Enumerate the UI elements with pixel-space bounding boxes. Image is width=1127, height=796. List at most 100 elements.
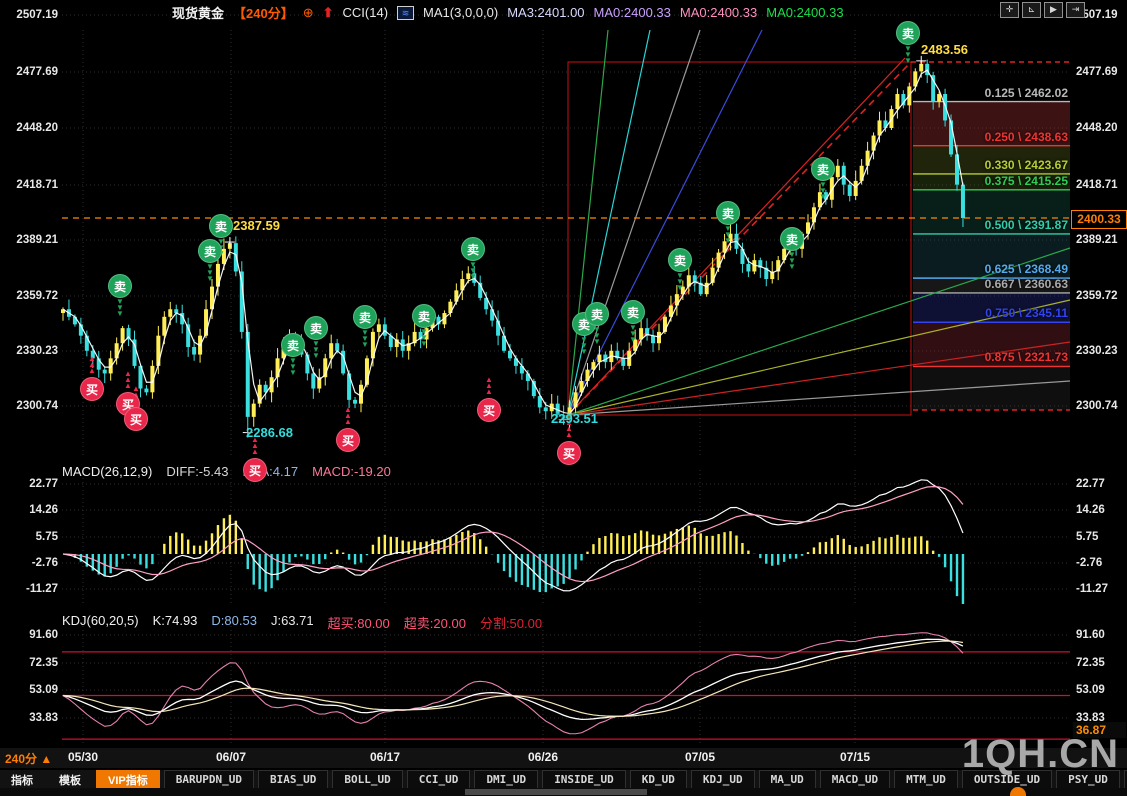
price-axis-label-left: 2389.21: [16, 234, 58, 246]
link-icon[interactable]: ⊕: [302, 4, 314, 20]
period-label[interactable]: 【240分】: [233, 6, 294, 21]
pan-crosshair-icon[interactable]: ✛: [1000, 2, 1019, 18]
macd-axis-label-left: 14.26: [29, 504, 58, 516]
buy-signal-badge: 买: [336, 428, 360, 452]
chart-header: 现货黄金 【240分】 ⊕ ⬆ CCI(14) ≋ MA1(3,0,0,0) M…: [172, 3, 844, 22]
tab-inside-ud[interactable]: INSIDE_UD: [542, 770, 626, 789]
ma3-value: MA3:2401.00: [507, 5, 585, 20]
kdj-overbought: 超买:80.00: [327, 616, 390, 631]
sell-arrows-icon: ▼▼▼: [819, 180, 827, 201]
price-axis-label-right: 2418.71: [1076, 179, 1118, 191]
tab-boll-ud[interactable]: BOLL_UD: [332, 770, 403, 789]
sell-signal-badge: 卖: [461, 237, 485, 261]
fib-level-label: 0.330 \ 2423.67: [984, 157, 1068, 172]
macd-axis-label-left: 22.77: [29, 478, 58, 490]
price-axis-label-right: 2389.21: [1076, 234, 1118, 246]
price-axis-label-left: 2359.72: [16, 290, 58, 302]
tab-ma-ud[interactable]: MA_UD: [758, 770, 816, 789]
fib-level-label: 0.375 \ 2415.25: [984, 173, 1068, 188]
up-arrow-icon[interactable]: ⬆: [322, 4, 334, 20]
sell-arrows-icon: ▼▼▼: [312, 339, 320, 360]
time-axis-row: 240分 ▲ 05/30 06/07 06/17 06/26 07/05 07/15: [0, 748, 1127, 768]
scrollbar-track[interactable]: [465, 787, 1026, 796]
sell-arrows-icon: ▼▼▼: [629, 323, 637, 344]
buy-signal-badge: 买: [477, 398, 501, 422]
sell-arrows-icon: ▼▼▼: [420, 327, 428, 348]
macd-axis-label-right: 5.75: [1076, 531, 1099, 543]
tab--[interactable]: 指标: [11, 774, 33, 787]
macd-axis-label-left: 5.75: [35, 531, 58, 543]
macd-axis-label-right: -11.27: [1076, 583, 1108, 595]
tab-kdj-ud[interactable]: KDJ_UD: [690, 770, 755, 789]
fib-level-label: 0.875 \ 2321.73: [984, 350, 1068, 365]
buy-arrows-icon: ▲▲▲: [485, 375, 493, 396]
sell-arrows-icon: ▼▼▼: [788, 250, 796, 271]
axis-scale-icon[interactable]: ⊾: [1022, 2, 1041, 18]
kdj-oversold: 超卖:20.00: [403, 616, 466, 631]
buy-arrows-icon: ▲▲▲: [344, 405, 352, 426]
sell-signal-badge: 卖: [668, 248, 692, 272]
price-axis-label-left: 2330.23: [16, 345, 58, 357]
kdj-axis-label-right: 33.83: [1076, 712, 1105, 724]
price-axis-label-left: 2448.20: [16, 122, 58, 134]
price-annotation: 2387.59: [233, 218, 280, 233]
date-label: 07/05: [684, 750, 716, 764]
sell-signal-badge: 卖: [209, 214, 233, 238]
sell-arrows-icon: ▼▼▼: [361, 328, 369, 349]
sell-signal-badge: 卖: [108, 274, 132, 298]
tab-macd-ud[interactable]: MACD_UD: [819, 770, 891, 789]
scrollbar-thumb[interactable]: [1010, 787, 1026, 796]
fib-level-label: 0.625 \ 2368.49: [984, 262, 1068, 277]
buy-arrows-icon: ▲▲▲: [88, 354, 96, 375]
ma0-value-3: MA0:2400.33: [766, 5, 844, 20]
date-label: 06/07: [215, 750, 247, 764]
tab-cci-ud[interactable]: CCI_UD: [406, 770, 471, 789]
buy-signal-badge: 买: [80, 377, 104, 401]
price-annotation: 2293.51: [551, 411, 598, 426]
tab-mtm-ud[interactable]: MTM_UD: [894, 770, 958, 789]
fib-level-label: 0.250 \ 2438.63: [984, 129, 1068, 144]
tab--[interactable]: 模板: [59, 774, 81, 787]
indicator-tab-bar: 指标 模板 VIP指标 BARUPDN_UD BIAS_UD BOLL_UD CCI_UD D…: [0, 769, 1127, 789]
kdj-k: K:74.93: [152, 613, 198, 628]
tab-outside-ud[interactable]: OUTSIDE_UD: [961, 770, 1053, 789]
macd-diff: DIFF:-5.43: [166, 464, 229, 479]
price-axis-label-left: 2418.71: [16, 179, 58, 191]
date-label: 05/30: [67, 750, 99, 764]
kdj-axis-label-left: 91.60: [29, 629, 58, 641]
chart-toolbar: ✛ ⊾ ▶ ⇥: [1000, 2, 1085, 18]
date-label: 06/17: [369, 750, 401, 764]
tab-barupdn-ud[interactable]: BARUPDN_UD: [163, 770, 254, 789]
fib-level-label: 0.750 \ 2345.11: [985, 306, 1068, 321]
macd-axis-label-right: -2.76: [1076, 557, 1103, 569]
price-axis-label-left: 2477.69: [16, 66, 58, 78]
kdj-current-value-box: 36.87: [1073, 722, 1126, 738]
timeframe-label[interactable]: 240分 ▲: [5, 752, 53, 766]
kdj-axis-label-right: 91.60: [1076, 629, 1105, 641]
sell-signal-badge: 卖: [412, 304, 436, 328]
sell-signal-badge: 卖: [353, 305, 377, 329]
sell-signal-badge: 卖: [896, 21, 920, 45]
fib-level-label: 0.500 \ 2391.87: [984, 217, 1068, 232]
tab-dmi-ud[interactable]: DMI_UD: [474, 770, 539, 789]
tab-kd-ud[interactable]: KD_UD: [629, 770, 687, 789]
kdj-axis-label-left: 33.83: [29, 712, 58, 724]
indicator-name: CCI(14): [342, 5, 389, 20]
buy-arrows-icon: ▲▲▲: [124, 369, 132, 390]
mini-chart-icon[interactable]: ≋: [397, 5, 415, 20]
tab-bias-ud[interactable]: BIAS_UD: [257, 770, 329, 789]
sell-signal-badge: 卖: [811, 157, 835, 181]
axis-playback-icon[interactable]: ▶: [1044, 2, 1063, 18]
horizontal-scrollbar[interactable]: [0, 787, 1127, 796]
jump-latest-icon[interactable]: ⇥: [1066, 2, 1085, 18]
kdj-axis-label-right: 53.09: [1076, 684, 1105, 696]
kdj-axis-label-right: 72.35: [1076, 657, 1105, 669]
sell-signal-badge: 卖: [621, 300, 645, 324]
ma1-label: MA1(3,0,0,0): [423, 5, 499, 20]
tab-vip-[interactable]: VIP指标: [96, 770, 160, 789]
macd-axis-label-left: -11.27: [26, 583, 58, 595]
sell-arrows-icon: ▼▼▼: [580, 335, 588, 356]
macd-value: MACD:-19.20: [312, 464, 391, 479]
fib-level-label: 0.667 \ 2360.63: [984, 276, 1068, 291]
